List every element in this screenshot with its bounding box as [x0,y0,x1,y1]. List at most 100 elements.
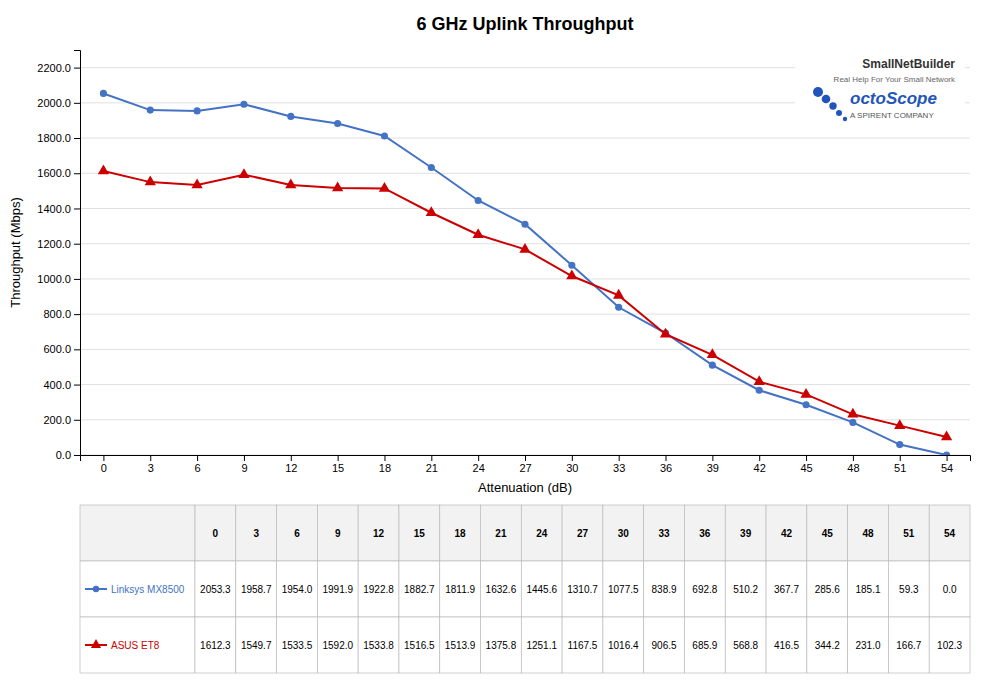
table-header: 9 [335,528,341,539]
y-tick-label: 200.0 [43,414,71,426]
table-cell [848,561,889,617]
x-tick-label: 48 [847,462,859,474]
logo-dot [829,102,836,109]
data-label: 166.7 [896,640,921,651]
series-marker [381,132,388,139]
series-line [103,171,946,437]
data-label: 285.6 [815,584,840,595]
series-marker [238,168,249,178]
legend-label: ASUS ET8 [111,640,160,651]
table-cell [80,561,195,617]
x-tick-mark [431,455,432,461]
data-label: 1310.7 [567,584,598,595]
data-label: 1251.1 [526,640,557,651]
table-cell [725,505,766,561]
table-cell [317,505,358,561]
y-tick-label: 2200.0 [37,62,71,74]
y-tick-mark [74,138,80,139]
table-cell [358,561,399,617]
table-cell [481,617,522,673]
x-tick: 18 [379,455,391,474]
grid-line [80,384,970,385]
series-marker [754,375,765,385]
table-cell [807,505,848,561]
table-cell [725,617,766,673]
annotation: Real Help For Your Small Network [834,75,956,84]
x-tick-mark [947,455,948,461]
table-header: 27 [577,528,589,539]
series-marker [894,419,905,429]
logo: SmallNetBuilderReal Help For Your Small … [795,54,965,126]
table-header: 15 [414,528,426,539]
table-cell [929,617,970,673]
table-cell [521,561,562,617]
table-cell [644,617,685,673]
table-cell [888,505,929,561]
table-cell [521,505,562,561]
data-label: 59.3 [899,584,919,595]
x-tick-label: 12 [285,462,297,474]
x-tick-mark [478,455,479,461]
series-marker [194,107,201,114]
series-marker [287,113,294,120]
table-header: 45 [822,528,834,539]
table-cell [440,617,481,673]
x-tick-mark [150,455,151,461]
table-cell [195,561,236,617]
table-cell [766,561,807,617]
x-tick-mark [806,455,807,461]
series-marker [334,120,341,127]
table-header: 6 [294,528,300,539]
table-header: 48 [862,528,874,539]
x-tick-mark [712,455,713,461]
logo-background [795,54,965,126]
series-marker [660,328,671,338]
x-tick-label: 15 [332,462,344,474]
table-cell [521,617,562,673]
data-label: 185.1 [856,584,881,595]
series-line [103,93,946,455]
x-tick: 51 [894,455,906,474]
series-marker [379,182,390,192]
y-tick-mark [74,244,80,245]
x-tick: 3 [148,455,154,474]
series-marker [613,289,624,299]
data-label: 1954.0 [282,584,313,595]
grid-line [80,419,970,420]
annotation: A SPIRENT COMPANY [850,111,934,120]
y-tick: 2000.0 [37,97,80,109]
x-axis: 0369121518212427303336394245485154 [81,455,971,474]
grid-line [80,173,970,174]
table-cell [195,617,236,673]
table-header: 30 [618,528,630,539]
data-label: 1958.7 [241,584,272,595]
x-tick-mark [853,455,854,461]
series-marker [896,441,903,448]
table-cell [725,561,766,617]
table-cell [562,561,603,617]
table-cell [481,505,522,561]
x-tick-mark [666,455,667,461]
data-label: 1882.7 [404,584,435,595]
x-tick-mark [244,455,245,461]
series-marker [426,206,437,216]
x-tick-mark [291,455,292,461]
table-cell [603,617,644,673]
series-marker [568,262,575,269]
table-cell [236,617,277,673]
series-marker [98,165,109,175]
legend-marker [91,639,101,648]
table-cell [766,617,807,673]
y-tick: 0.0 [56,449,80,461]
data-label: 510.2 [733,584,758,595]
data-label: 231.0 [856,640,881,651]
data-label: 367.7 [774,584,799,595]
series-marker [100,90,107,97]
x-tick: 9 [241,455,247,474]
chart: 03691215182124273033363942454851540.0200… [0,0,1000,700]
table-cell [399,505,440,561]
series-marker [147,107,154,114]
data-label: 1592.0 [322,640,353,651]
x-tick-mark [525,455,526,461]
table-cell [236,505,277,561]
